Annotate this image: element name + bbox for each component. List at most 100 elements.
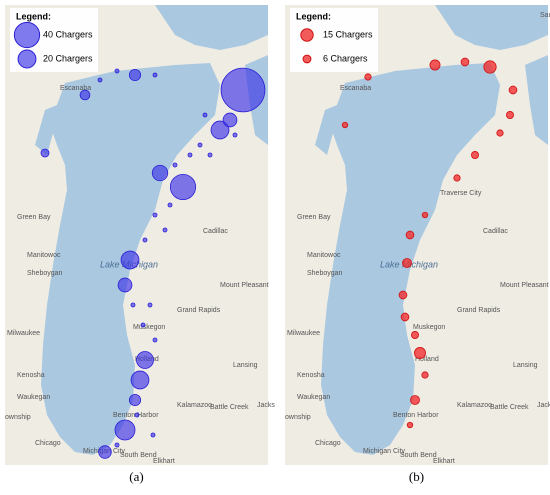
charger-marker bbox=[220, 67, 266, 113]
legend-title: Legend: bbox=[16, 11, 51, 21]
city-label: Kalamazoo bbox=[457, 402, 492, 409]
charger-marker bbox=[210, 120, 230, 140]
legend: Legend: 15 Chargers 6 Chargers bbox=[290, 8, 378, 72]
city-label: Kenosha bbox=[297, 372, 325, 379]
water bbox=[435, 5, 548, 50]
legend: Legend: 40 Chargers 20 Chargers bbox=[10, 8, 98, 72]
city-label: Escanaba bbox=[340, 85, 371, 92]
charger-marker bbox=[134, 412, 140, 418]
city-label: Cadillac bbox=[483, 228, 508, 235]
city-label: Grand Rapids bbox=[457, 307, 501, 314]
charger-marker bbox=[506, 111, 514, 119]
city-label: Kenosha bbox=[17, 372, 45, 379]
city-label: Elkhart bbox=[433, 458, 455, 465]
charger-marker bbox=[508, 85, 518, 95]
city-label: Holland bbox=[415, 356, 439, 363]
charger-marker bbox=[414, 347, 426, 359]
charger-marker bbox=[453, 174, 461, 182]
city-label: Jacks bbox=[257, 402, 275, 409]
water bbox=[35, 105, 57, 155]
charger-marker bbox=[421, 211, 429, 219]
charger-marker bbox=[411, 331, 419, 339]
city-label: Kalamazoo bbox=[177, 402, 212, 409]
charger-marker bbox=[400, 312, 410, 322]
charger-marker bbox=[364, 73, 372, 81]
city-label: Chicago bbox=[315, 440, 341, 447]
city-label: Waukegan bbox=[17, 394, 50, 401]
caption: (b) bbox=[409, 469, 424, 484]
charger-marker bbox=[207, 152, 213, 158]
charger-marker bbox=[128, 393, 142, 407]
city-label: ownship bbox=[285, 414, 311, 421]
charger-marker bbox=[483, 60, 497, 74]
caption: (a) bbox=[129, 469, 143, 484]
charger-marker bbox=[140, 322, 146, 328]
charger-marker bbox=[169, 173, 197, 201]
charger-marker bbox=[128, 68, 142, 82]
legend-marker bbox=[13, 21, 41, 49]
charger-marker bbox=[471, 151, 479, 159]
city-label: Cadillac bbox=[203, 228, 228, 235]
legend-label: 20 Chargers bbox=[43, 53, 93, 63]
charger-marker bbox=[402, 258, 412, 268]
water bbox=[315, 105, 337, 155]
city-label: Waukegan bbox=[297, 394, 330, 401]
city-label: Manitowoc bbox=[307, 252, 341, 259]
city-label: Jacks bbox=[537, 402, 550, 409]
city-label: Michigan City bbox=[363, 448, 406, 455]
charger-marker bbox=[398, 290, 408, 300]
city-label: Escanaba bbox=[60, 85, 91, 92]
city-label: Elkhart bbox=[153, 458, 175, 465]
charger-marker bbox=[421, 371, 429, 379]
charger-marker bbox=[136, 351, 154, 369]
legend-marker bbox=[302, 54, 312, 64]
charger-marker bbox=[197, 142, 203, 148]
city-label: Manitowoc bbox=[27, 252, 61, 259]
city-label: Saul bbox=[540, 12, 550, 19]
charger-marker bbox=[98, 445, 112, 459]
charger-marker bbox=[410, 395, 420, 405]
city-label: South Bend bbox=[120, 452, 157, 459]
charger-marker bbox=[460, 57, 470, 67]
charger-marker bbox=[114, 419, 136, 441]
charger-marker bbox=[97, 77, 103, 83]
charger-marker bbox=[114, 68, 120, 74]
charger-marker bbox=[40, 148, 50, 158]
charger-marker bbox=[232, 132, 238, 138]
city-label: Battle Creek bbox=[490, 404, 529, 411]
charger-marker bbox=[187, 152, 193, 158]
charger-marker bbox=[152, 337, 158, 343]
city-label: Sheboygan bbox=[27, 270, 63, 277]
charger-marker bbox=[172, 162, 178, 168]
legend-title: Legend: bbox=[296, 11, 331, 21]
charger-marker bbox=[114, 442, 120, 448]
legend-marker bbox=[17, 49, 37, 69]
charger-marker bbox=[147, 302, 153, 308]
charger-marker bbox=[150, 432, 156, 438]
charger-marker bbox=[117, 277, 133, 293]
charger-marker bbox=[202, 112, 208, 118]
charger-marker bbox=[496, 129, 504, 137]
city-label: Chicago bbox=[35, 440, 61, 447]
legend-label: 40 Chargers bbox=[43, 29, 93, 39]
city-label: Grand Rapids bbox=[177, 307, 221, 314]
city-label: ownship bbox=[5, 414, 31, 421]
charger-marker bbox=[341, 121, 349, 129]
city-label: Benton Harbor bbox=[393, 412, 439, 419]
map-panel: Escanaba Saul Traverse City Green Bay Manito… bbox=[285, 5, 550, 465]
charger-marker bbox=[120, 250, 140, 270]
charger-marker bbox=[151, 164, 169, 182]
charger-marker bbox=[429, 59, 441, 71]
charger-marker bbox=[167, 202, 173, 208]
charger-marker bbox=[152, 212, 158, 218]
city-label: Mount Pleasant bbox=[500, 282, 549, 289]
city-label: Lansing bbox=[513, 362, 538, 369]
city-label: Green Bay bbox=[297, 214, 331, 221]
water bbox=[155, 5, 268, 50]
charger-marker bbox=[162, 227, 168, 233]
charger-marker bbox=[130, 370, 150, 390]
legend-marker bbox=[300, 28, 314, 42]
charger-marker bbox=[142, 237, 148, 243]
